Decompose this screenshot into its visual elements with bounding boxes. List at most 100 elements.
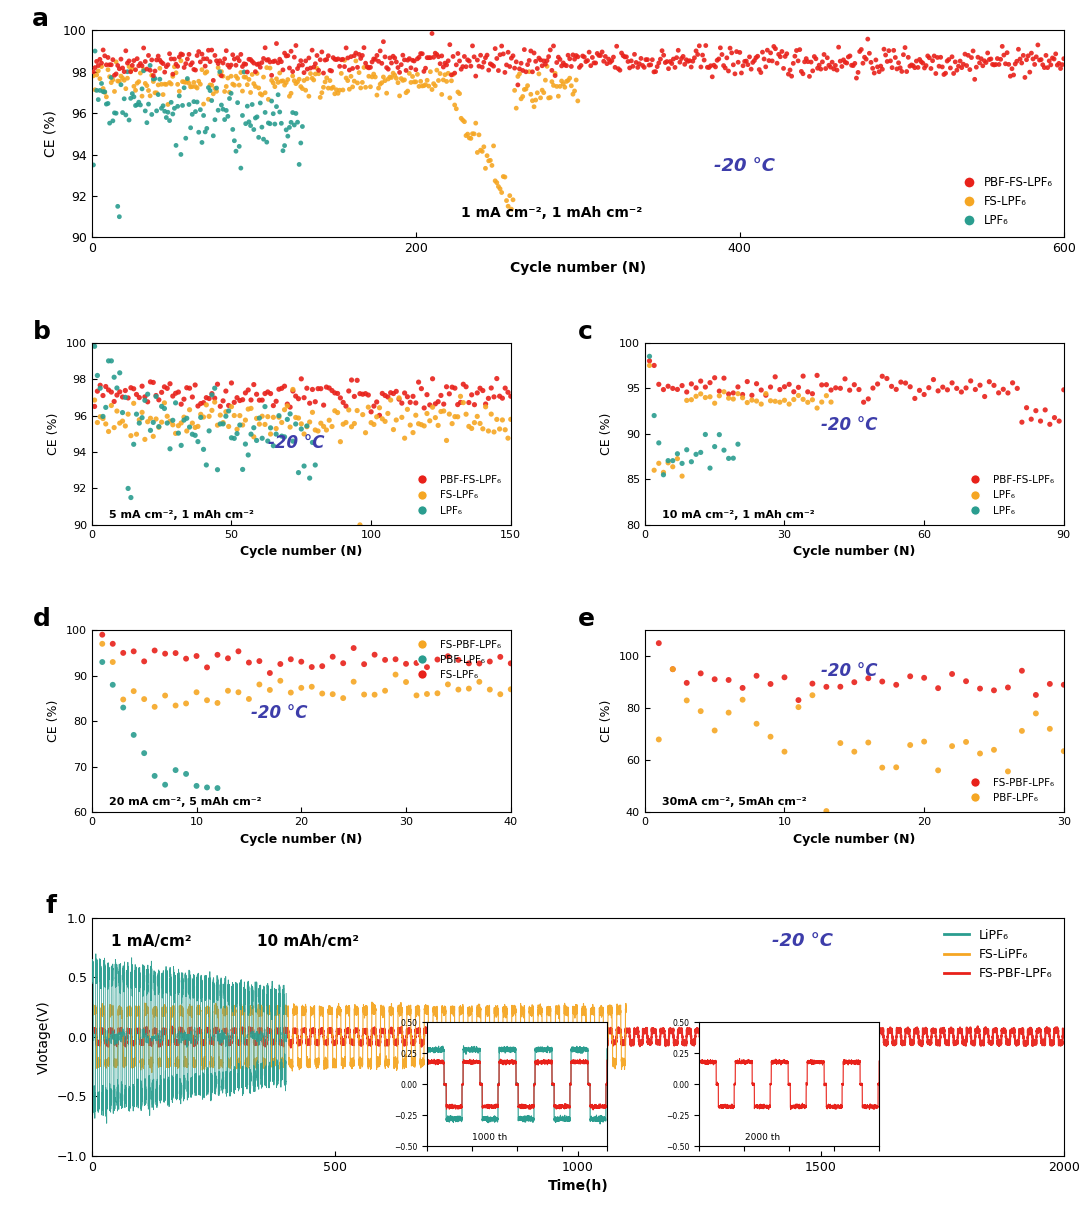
Point: [254, 429, 271, 448]
Point: [1015, 46, 1032, 66]
Point: [631, 55, 648, 74]
Point: [303, 380, 321, 399]
X-axis label: Cycle number (N): Cycle number (N): [793, 545, 916, 558]
Point: [257, 83, 274, 102]
Point: [252, 57, 269, 76]
Point: [324, 685, 341, 704]
Point: [195, 106, 213, 125]
Point: [215, 100, 232, 119]
Point: [384, 420, 402, 439]
Point: [108, 52, 125, 72]
Point: [761, 727, 779, 747]
Point: [319, 50, 336, 69]
Text: -20 °C: -20 °C: [821, 416, 877, 435]
Point: [125, 393, 143, 413]
Point: [284, 62, 301, 81]
Point: [672, 52, 689, 72]
Point: [1044, 49, 1062, 68]
Point: [309, 58, 326, 78]
Point: [796, 52, 813, 72]
Point: [1051, 53, 1068, 73]
Point: [485, 422, 502, 442]
Point: [924, 51, 942, 70]
Point: [468, 113, 485, 132]
Point: [407, 405, 424, 425]
Point: [354, 46, 372, 66]
Point: [141, 373, 159, 392]
Point: [372, 74, 389, 93]
Point: [370, 52, 388, 72]
Point: [226, 429, 243, 448]
Point: [167, 55, 185, 74]
Point: [1041, 719, 1058, 738]
Point: [315, 78, 333, 97]
Point: [410, 47, 428, 67]
Point: [106, 66, 123, 85]
Point: [85, 62, 103, 81]
Point: [446, 63, 463, 83]
Point: [902, 56, 919, 75]
Point: [247, 108, 265, 127]
Point: [134, 408, 151, 427]
Point: [300, 49, 318, 68]
Point: [365, 64, 382, 84]
Point: [995, 380, 1012, 399]
Point: [430, 415, 447, 435]
Point: [307, 455, 324, 475]
Point: [501, 57, 518, 76]
Point: [178, 378, 195, 397]
Point: [298, 379, 315, 398]
Point: [795, 390, 812, 409]
Point: [367, 50, 384, 69]
Point: [307, 55, 324, 74]
Point: [144, 50, 161, 69]
Point: [189, 79, 206, 98]
Point: [379, 387, 396, 407]
Point: [197, 123, 214, 142]
Point: [529, 83, 546, 102]
Point: [176, 73, 193, 92]
Point: [378, 58, 395, 78]
Point: [287, 74, 305, 93]
Point: [508, 98, 525, 118]
Point: [766, 36, 783, 56]
Point: [201, 407, 218, 426]
Point: [231, 137, 248, 157]
Point: [333, 63, 350, 83]
Point: [964, 41, 982, 61]
Point: [384, 63, 402, 83]
Point: [783, 67, 800, 86]
Point: [117, 381, 134, 401]
Point: [469, 50, 486, 69]
Point: [105, 70, 122, 90]
Point: [422, 49, 440, 68]
Point: [737, 52, 754, 72]
Point: [99, 47, 117, 67]
Point: [289, 408, 307, 427]
Point: [127, 404, 145, 424]
Point: [534, 56, 551, 75]
Point: [1016, 68, 1034, 87]
Point: [296, 63, 313, 83]
Point: [173, 51, 190, 70]
Point: [675, 46, 692, 66]
Point: [100, 351, 118, 370]
Point: [556, 56, 573, 75]
Legend: PBF-FS-LPF₆, FS-LPF₆, LPF₆: PBF-FS-LPF₆, FS-LPF₆, LPF₆: [407, 471, 505, 520]
Point: [365, 415, 382, 435]
Point: [122, 62, 139, 81]
Point: [748, 666, 766, 686]
Point: [841, 380, 859, 399]
Point: [464, 36, 482, 56]
Point: [383, 68, 401, 87]
Point: [1018, 50, 1036, 69]
Point: [757, 384, 774, 403]
Point: [715, 441, 732, 460]
Point: [114, 103, 132, 123]
Point: [383, 53, 401, 73]
Point: [114, 690, 132, 709]
Point: [106, 418, 123, 437]
Point: [584, 47, 602, 67]
Point: [265, 73, 282, 92]
Point: [777, 46, 794, 66]
